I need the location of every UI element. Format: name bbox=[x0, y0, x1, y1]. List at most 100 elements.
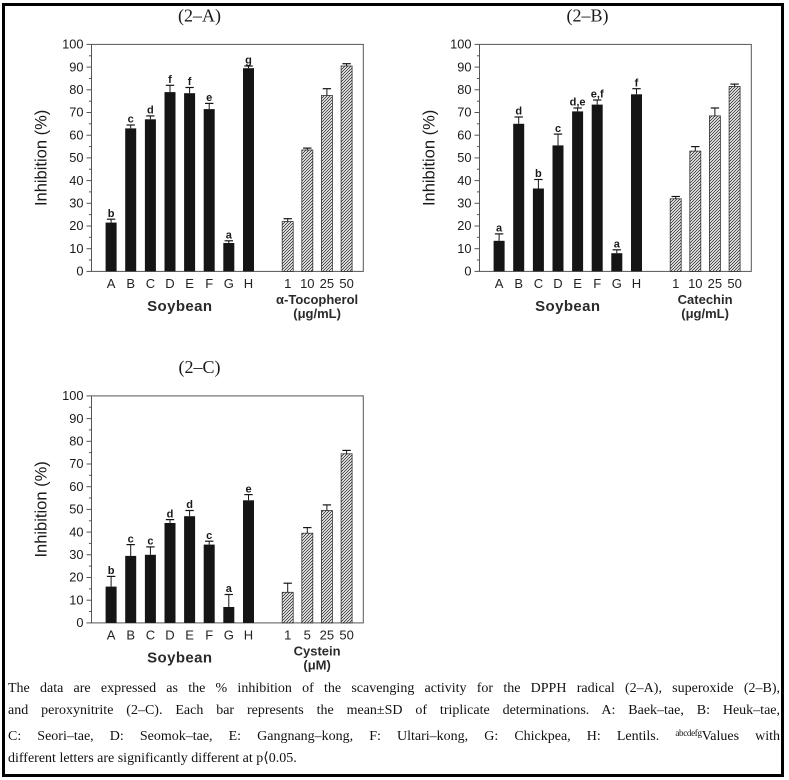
svg-text:Soybean: Soybean bbox=[147, 649, 212, 666]
svg-text:80: 80 bbox=[457, 82, 471, 97]
svg-text:60: 60 bbox=[69, 127, 83, 142]
svg-text:B: B bbox=[126, 276, 135, 291]
svg-text:f: f bbox=[168, 74, 172, 86]
svg-text:e: e bbox=[245, 483, 251, 495]
svg-text:100: 100 bbox=[62, 37, 83, 52]
svg-text:70: 70 bbox=[457, 105, 471, 120]
svg-text:g: g bbox=[245, 55, 252, 67]
svg-text:e,f: e,f bbox=[591, 89, 604, 101]
svg-text:(μg/mL): (μg/mL) bbox=[681, 306, 729, 321]
svg-text:50: 50 bbox=[727, 276, 741, 291]
svg-text:b: b bbox=[108, 565, 115, 577]
svg-text:100: 100 bbox=[450, 37, 471, 52]
svg-text:100: 100 bbox=[62, 388, 83, 403]
svg-text:20: 20 bbox=[69, 570, 83, 585]
svg-text:D: D bbox=[165, 627, 174, 642]
svg-text:c: c bbox=[128, 533, 134, 545]
svg-text:50: 50 bbox=[69, 502, 83, 517]
svg-text:E: E bbox=[185, 627, 194, 642]
svg-text:80: 80 bbox=[69, 82, 83, 97]
svg-text:90: 90 bbox=[457, 59, 471, 74]
svg-text:40: 40 bbox=[69, 524, 83, 539]
svg-text:10: 10 bbox=[69, 592, 83, 607]
svg-text:1: 1 bbox=[284, 276, 291, 291]
svg-text:d: d bbox=[167, 508, 174, 520]
svg-text:20: 20 bbox=[457, 218, 471, 233]
svg-text:C: C bbox=[534, 276, 543, 291]
svg-text:e: e bbox=[206, 92, 212, 104]
svg-text:G: G bbox=[224, 627, 234, 642]
svg-text:Inhibition (%): Inhibition (%) bbox=[33, 461, 51, 557]
svg-text:20: 20 bbox=[69, 218, 83, 233]
svg-text:d: d bbox=[186, 499, 193, 511]
svg-text:90: 90 bbox=[69, 59, 83, 74]
svg-text:1: 1 bbox=[672, 276, 679, 291]
svg-text:c: c bbox=[206, 530, 212, 542]
svg-text:F: F bbox=[593, 276, 601, 291]
svg-text:70: 70 bbox=[69, 456, 83, 471]
svg-text:50: 50 bbox=[457, 150, 471, 165]
svg-text:E: E bbox=[185, 276, 194, 291]
svg-text:D: D bbox=[165, 276, 174, 291]
svg-text:10: 10 bbox=[457, 241, 471, 256]
svg-text:Cystein: Cystein bbox=[294, 643, 341, 658]
svg-text:(2–A): (2–A) bbox=[178, 6, 221, 27]
svg-text:C: C bbox=[146, 276, 155, 291]
svg-text:d: d bbox=[515, 106, 522, 118]
svg-text:A: A bbox=[495, 276, 504, 291]
svg-text:G: G bbox=[612, 276, 622, 291]
svg-text:0: 0 bbox=[464, 264, 471, 279]
svg-text:0: 0 bbox=[76, 615, 83, 630]
svg-text:a: a bbox=[226, 230, 233, 242]
svg-text:80: 80 bbox=[69, 434, 83, 449]
svg-text:b: b bbox=[108, 208, 115, 220]
svg-text:α-Tocopherol: α-Tocopherol bbox=[276, 292, 358, 307]
svg-text:Inhibition (%): Inhibition (%) bbox=[33, 110, 51, 206]
svg-text:Catechin: Catechin bbox=[678, 292, 733, 307]
svg-text:30: 30 bbox=[69, 196, 83, 211]
svg-text:40: 40 bbox=[69, 173, 83, 188]
svg-text:Soybean: Soybean bbox=[535, 298, 600, 315]
svg-text:30: 30 bbox=[457, 196, 471, 211]
svg-text:90: 90 bbox=[69, 411, 83, 426]
svg-text:a: a bbox=[226, 583, 233, 595]
svg-text:F: F bbox=[205, 627, 213, 642]
svg-text:0: 0 bbox=[76, 264, 83, 279]
svg-text:5: 5 bbox=[304, 627, 311, 642]
svg-text:10: 10 bbox=[300, 276, 314, 291]
svg-text:50: 50 bbox=[339, 627, 353, 642]
svg-text:A: A bbox=[107, 276, 116, 291]
svg-text:(2–B): (2–B) bbox=[567, 6, 609, 27]
svg-text:F: F bbox=[205, 276, 213, 291]
svg-text:c: c bbox=[555, 123, 561, 135]
svg-text:d: d bbox=[147, 105, 154, 117]
svg-text:B: B bbox=[514, 276, 523, 291]
svg-text:10: 10 bbox=[69, 241, 83, 256]
svg-text:25: 25 bbox=[708, 276, 722, 291]
svg-text:a: a bbox=[614, 239, 621, 251]
svg-text:30: 30 bbox=[69, 547, 83, 562]
svg-text:B: B bbox=[126, 627, 135, 642]
svg-text:1: 1 bbox=[284, 627, 291, 642]
svg-text:10: 10 bbox=[688, 276, 702, 291]
svg-text:d,e: d,e bbox=[570, 97, 586, 109]
svg-text:f: f bbox=[188, 76, 192, 88]
svg-text:50: 50 bbox=[69, 150, 83, 165]
svg-text:Soybean: Soybean bbox=[147, 298, 212, 315]
svg-text:60: 60 bbox=[457, 127, 471, 142]
svg-text:25: 25 bbox=[320, 627, 334, 642]
svg-text:C: C bbox=[146, 627, 155, 642]
svg-text:50: 50 bbox=[339, 276, 353, 291]
svg-text:H: H bbox=[632, 276, 641, 291]
svg-text:60: 60 bbox=[69, 479, 83, 494]
svg-text:70: 70 bbox=[69, 105, 83, 120]
svg-text:A: A bbox=[107, 627, 116, 642]
svg-text:H: H bbox=[244, 627, 253, 642]
svg-text:G: G bbox=[224, 276, 234, 291]
svg-text:(μM): (μM) bbox=[303, 657, 330, 672]
svg-text:a: a bbox=[496, 223, 503, 235]
svg-text:Inhibition (%): Inhibition (%) bbox=[421, 110, 439, 206]
svg-text:25: 25 bbox=[320, 276, 334, 291]
svg-text:f: f bbox=[635, 77, 639, 89]
svg-text:H: H bbox=[244, 276, 253, 291]
